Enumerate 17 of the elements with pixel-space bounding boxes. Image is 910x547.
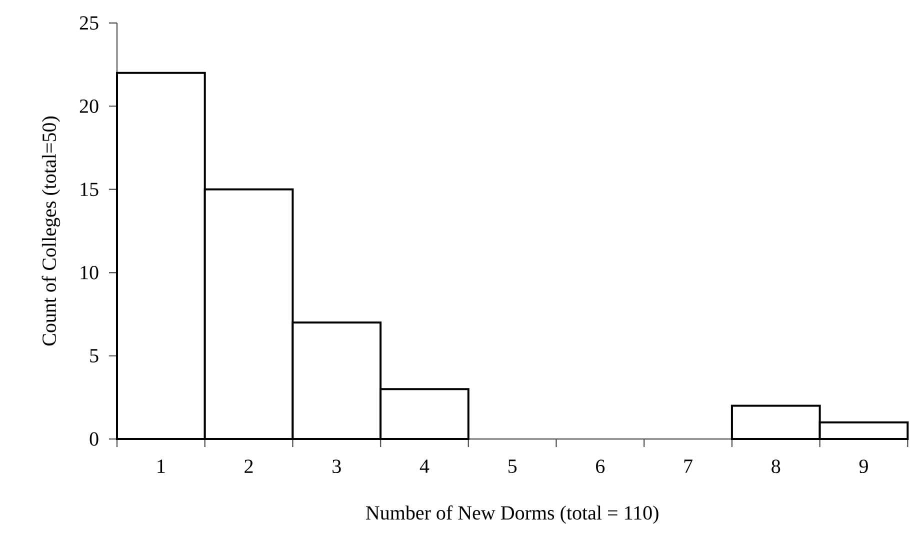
x-tick-label: 5 bbox=[508, 460, 517, 473]
y-tick-label: 5 bbox=[90, 349, 98, 362]
x-tick-label: 3 bbox=[332, 460, 341, 474]
x-tick-label: 1 bbox=[158, 460, 165, 473]
x-tick-label: 7 bbox=[684, 460, 692, 473]
x-tick-label: 6 bbox=[596, 460, 605, 474]
y-tick-label: 20 bbox=[80, 99, 98, 113]
x-tick-label: 4 bbox=[420, 460, 430, 473]
y-tick-label: 25 bbox=[80, 16, 98, 30]
y-axis-title: Count of Colleges (total=50) bbox=[42, 116, 60, 346]
x-tick-label: 9 bbox=[859, 460, 868, 474]
y-tick-label: 10 bbox=[80, 266, 98, 280]
x-tick-label: 2 bbox=[244, 460, 253, 473]
y-tick-label: 15 bbox=[80, 182, 98, 196]
x-axis-title: Number of New Dorms (total = 110) bbox=[366, 505, 658, 524]
y-tick-label: 0 bbox=[90, 432, 98, 446]
x-tick-label: 8 bbox=[772, 460, 780, 474]
